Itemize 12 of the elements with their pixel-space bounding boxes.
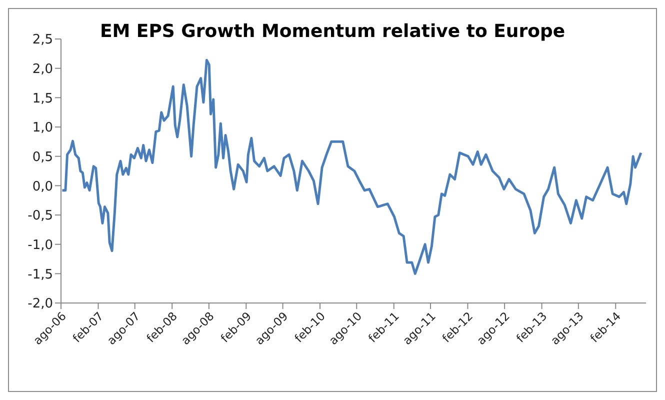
y-tick-label: 1,5: [32, 91, 53, 106]
line-series: [61, 58, 642, 275]
y-tick-label: 0,0: [32, 179, 53, 194]
y-tick-label: -1,0: [28, 238, 53, 253]
y-tick-label: 0,5: [32, 150, 53, 165]
y-tick-label: -2,0: [28, 296, 53, 312]
y-tick-label: 2,5: [32, 32, 53, 48]
y-tick-label: -1,5: [28, 267, 53, 282]
y-tick-label: 1,0: [32, 120, 53, 136]
y-tick-label: 2,0: [32, 62, 53, 77]
y-tick-label: -0,5: [28, 208, 53, 224]
chart-title: EM EPS Growth Momentum relative to Europe: [100, 21, 566, 42]
